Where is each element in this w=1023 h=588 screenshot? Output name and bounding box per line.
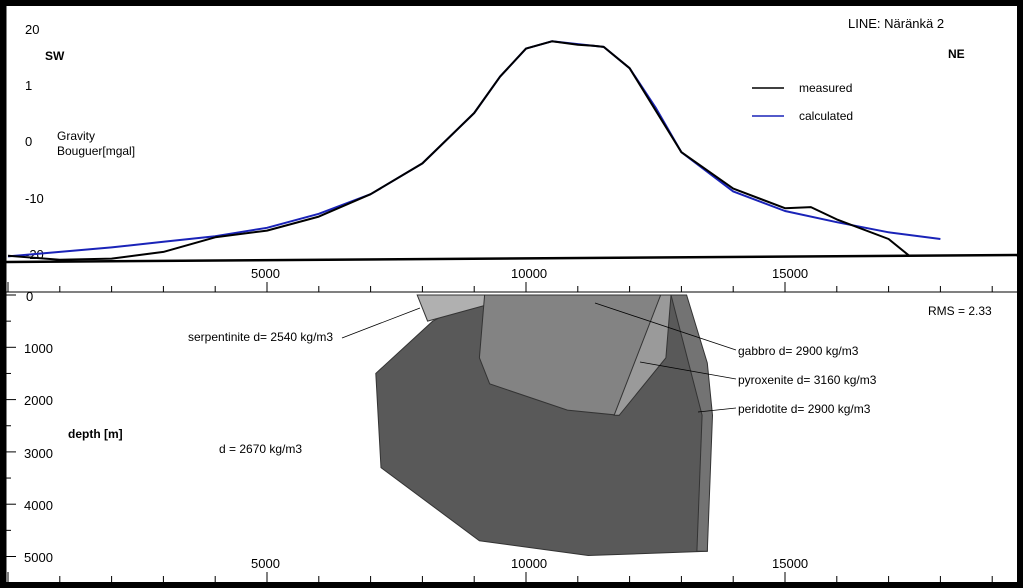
depth-y-tick-label: 3000: [24, 446, 53, 461]
y-axis-label-bouguer: Bouguer[mgal]: [57, 144, 135, 158]
serpentinite-leader: [341, 307, 421, 339]
model-x-tick-label: 10000: [511, 556, 547, 571]
gabbro-leader: [594, 302, 737, 351]
peridotite-leader: [697, 407, 737, 413]
legend-measured-label: measured: [799, 81, 852, 95]
chart-title: LINE: Näränkä 2: [848, 16, 944, 31]
gravity-y-tick-label: -10: [25, 191, 44, 206]
rms-label: RMS = 2.33: [928, 304, 992, 318]
gabbro-label: gabbro d= 2900 kg/m3: [738, 344, 859, 358]
y-axis-label-gravity: Gravity: [57, 129, 95, 143]
depth-axis-label: depth [m]: [68, 427, 123, 441]
model-x-axis: [6, 294, 993, 582]
depth-y-tick-label: 1000: [24, 341, 53, 356]
gravity-panel: [6, 6, 1017, 292]
measured-series-line: [7, 40, 910, 261]
model-body-4: [670, 294, 714, 552]
gravity-x-tick-label: 10000: [511, 266, 547, 281]
depth-y-ticks: 0 1000 2000 3000 4000 5000: [24, 289, 53, 565]
depth-y-tick-label: 4000: [24, 498, 53, 513]
depth-y-tick-label: 0: [26, 289, 33, 304]
sw-direction-label: SW: [45, 49, 65, 63]
gravity-y-tick-label: 1: [25, 78, 32, 93]
gravity-x-tick-label: 15000: [772, 266, 808, 281]
legend: measured calculated: [752, 81, 853, 123]
model-body-3: [613, 294, 672, 416]
gravity-x-axis-line: [5, 253, 1018, 264]
legend-calculated-label: calculated: [799, 109, 853, 123]
ne-direction-label: NE: [948, 47, 965, 61]
background-density-label: d = 2670 kg/m3: [219, 442, 302, 456]
serpentinite-label: serpentinite d= 2540 kg/m3: [188, 330, 333, 344]
gravity-series: [7, 40, 941, 261]
depth-y-tick-label: 2000: [24, 393, 53, 408]
pyroxenite-leader: [639, 361, 737, 380]
gravity-x-tick-label: 5000: [251, 266, 280, 281]
model-x-tick-label: 5000: [251, 556, 280, 571]
depth-y-tick-label: 5000: [24, 550, 53, 565]
gravity-y-tick-label: 0: [25, 134, 32, 149]
gravity-x-axis: [5, 253, 1018, 293]
model-bodies: [375, 294, 714, 557]
gravity-y-tick-label: 20: [25, 22, 39, 37]
model-x-tick-label: 15000: [772, 556, 808, 571]
peridotite-label: peridotite d= 2900 kg/m3: [738, 402, 871, 416]
pyroxenite-label: pyroxenite d= 3160 kg/m3: [738, 373, 877, 387]
